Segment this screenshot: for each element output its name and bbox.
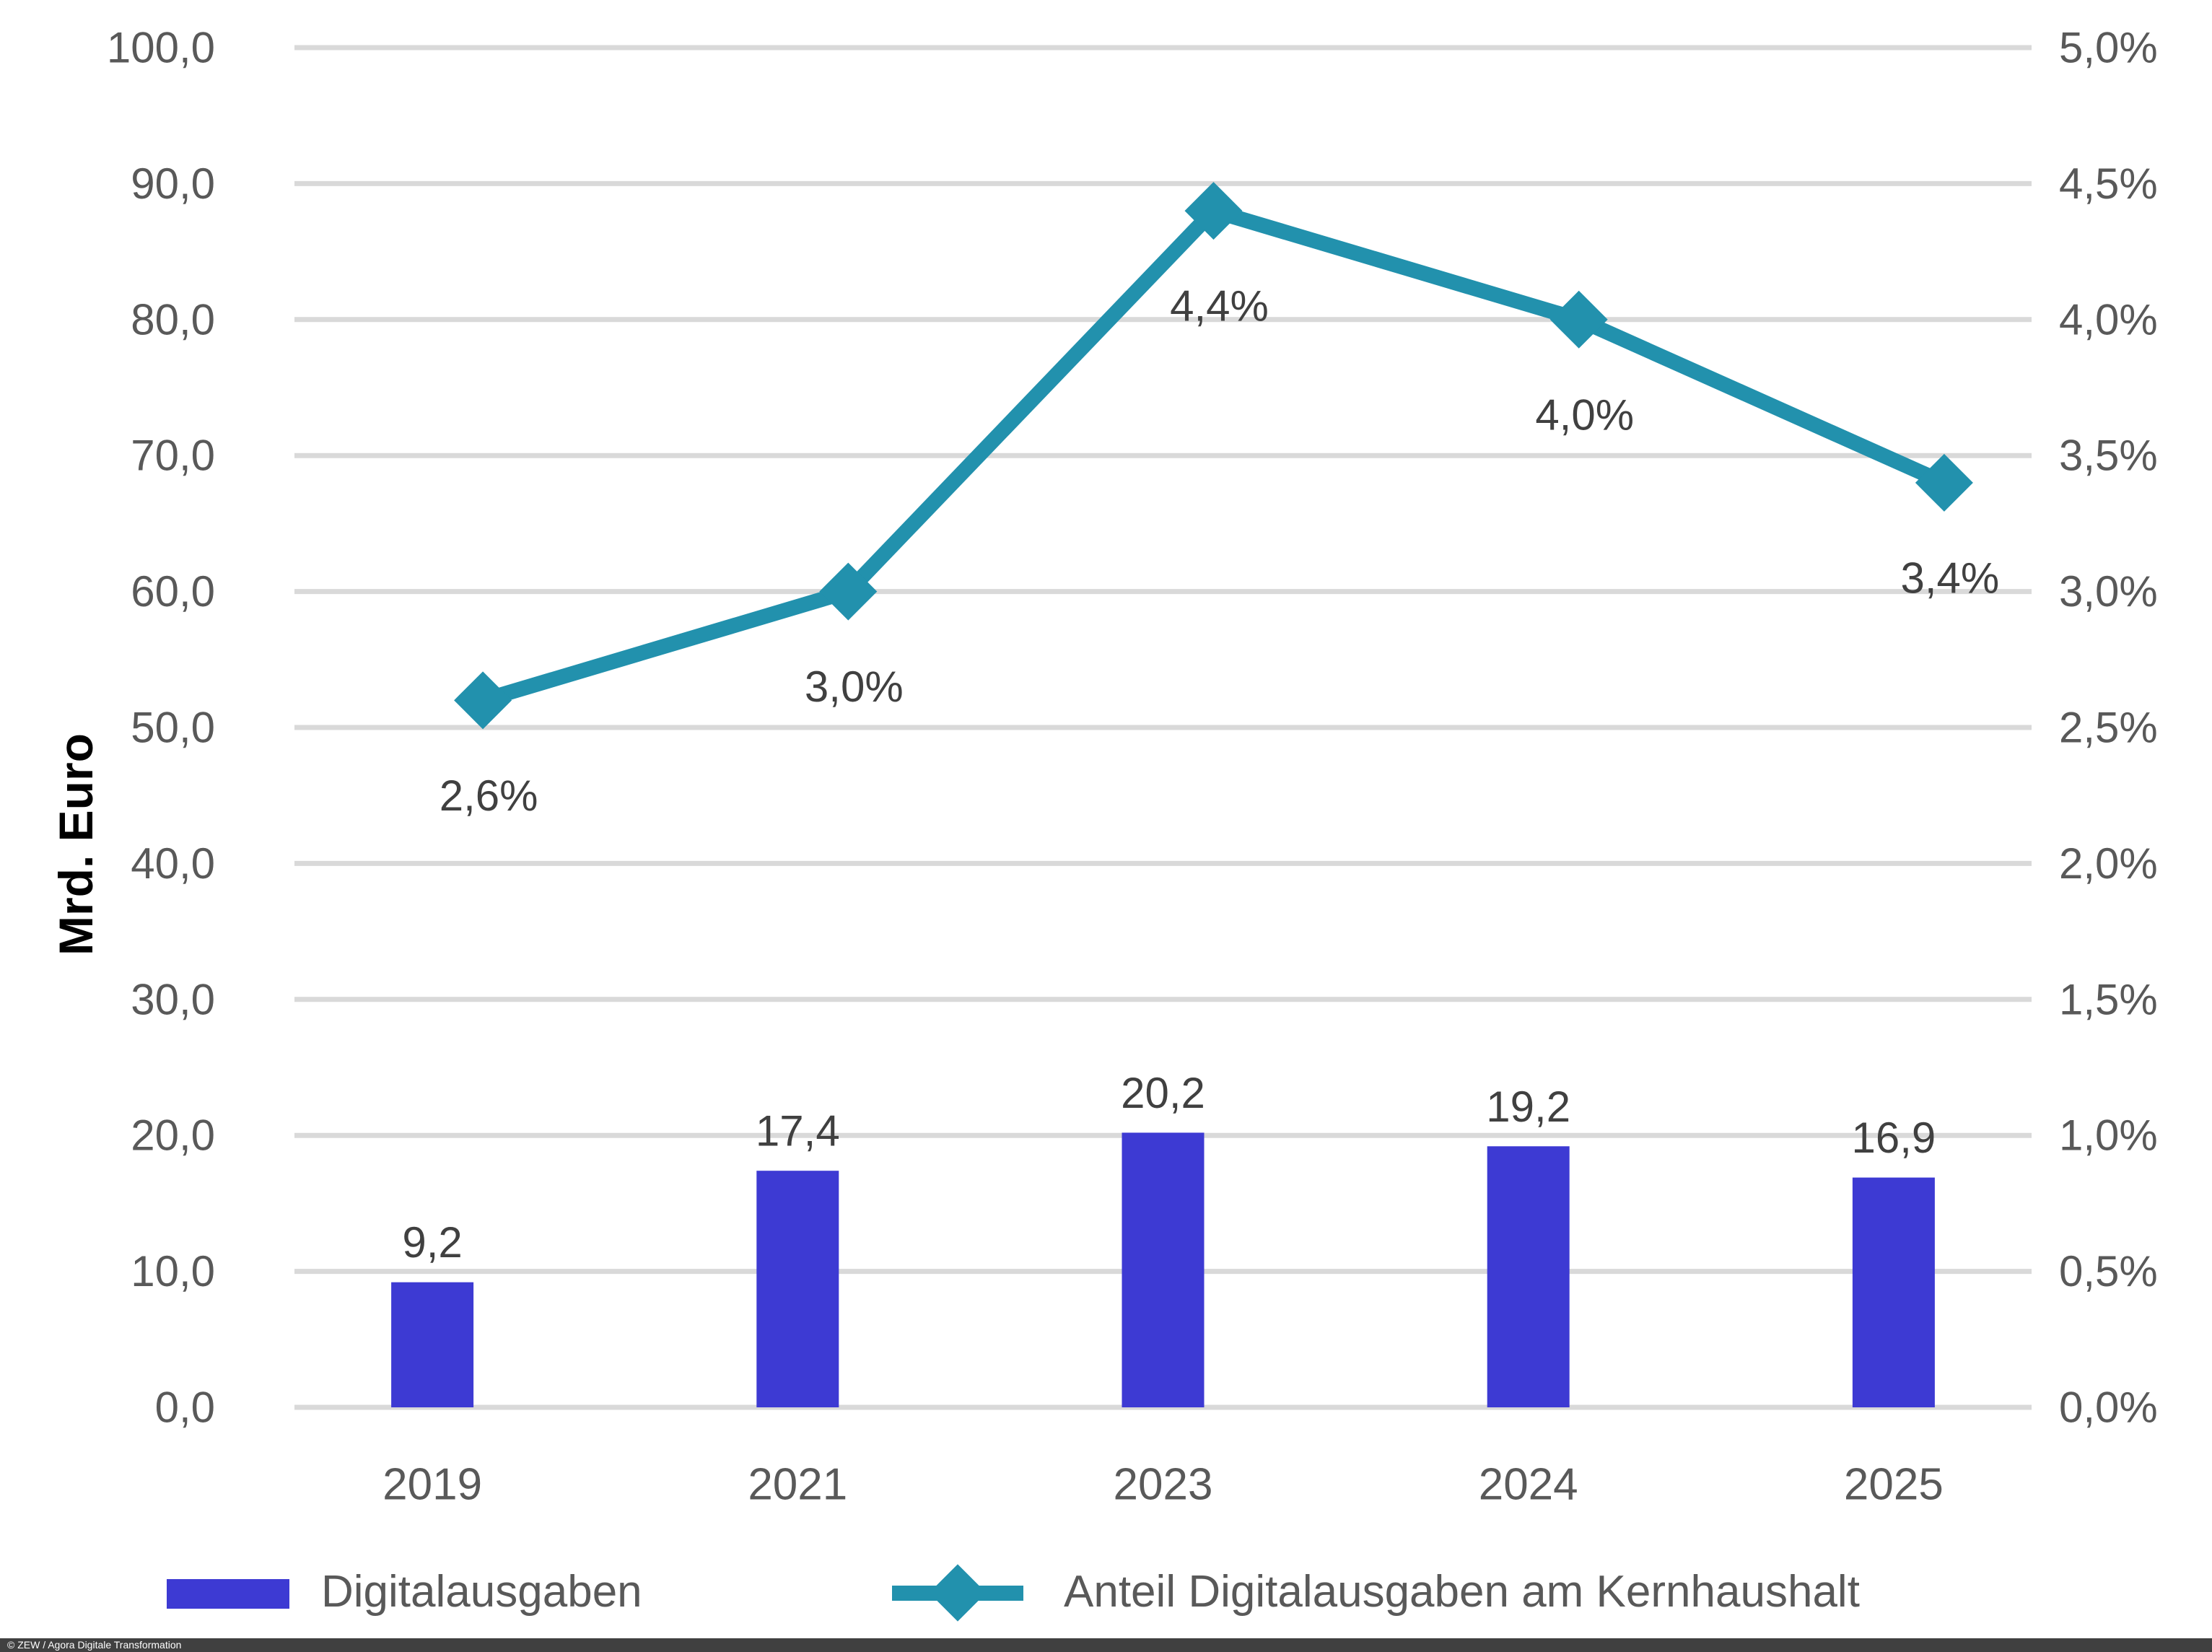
bar-2024 xyxy=(1487,1146,1570,1407)
left-axis-tick: 0,0 xyxy=(155,1384,215,1432)
right-axis-tick: 2,5% xyxy=(2059,704,2158,752)
line-value-label: 2,6% xyxy=(440,772,538,820)
diamond-marker-2023 xyxy=(1184,182,1243,240)
bar-value-label: 17,4 xyxy=(756,1107,840,1155)
right-axis-tick: 0,5% xyxy=(2059,1247,2158,1295)
left-axis-tick: 50,0 xyxy=(131,704,215,752)
bar-2021 xyxy=(756,1171,839,1407)
right-axis-tick: 0,0% xyxy=(2059,1384,2158,1432)
left-axis-tick: 40,0 xyxy=(131,839,215,888)
bar-2023 xyxy=(1122,1132,1205,1407)
diamond-marker-2019 xyxy=(454,671,512,730)
left-axis-tick: 10,0 xyxy=(131,1247,215,1295)
line-value-label: 3,4% xyxy=(1901,554,2000,602)
right-axis-tick: 1,5% xyxy=(2059,975,2158,1023)
right-axis-tick: 3,5% xyxy=(2059,432,2158,480)
credit-text: © ZEW / Agora Digitale Transformation xyxy=(7,1639,182,1651)
line-value-label: 4,4% xyxy=(1170,282,1269,331)
bar-value-label: 16,9 xyxy=(1852,1114,1936,1162)
bar-value-label: 20,2 xyxy=(1121,1069,1205,1117)
bar-value-label: 19,2 xyxy=(1486,1083,1570,1131)
right-axis-tick: 4,5% xyxy=(2059,159,2158,208)
left-axis-tick: 100,0 xyxy=(107,24,215,72)
x-axis-label-2025: 2025 xyxy=(1844,1460,1944,1510)
right-axis-tick: 5,0% xyxy=(2059,24,2158,72)
bar-2019 xyxy=(391,1282,474,1407)
line-value-label: 3,0% xyxy=(805,663,904,711)
left-axis-tick: 90,0 xyxy=(131,159,215,208)
x-axis-label-2021: 2021 xyxy=(748,1460,847,1510)
x-axis-label-2023: 2023 xyxy=(1114,1460,1213,1510)
bar-2025 xyxy=(1852,1177,1935,1407)
left-axis-tick: 70,0 xyxy=(131,432,215,480)
left-axis-tick: 80,0 xyxy=(131,295,215,344)
right-axis-tick: 1,0% xyxy=(2059,1111,2158,1160)
credit-strip: © ZEW / Agora Digitale Transformation xyxy=(0,1638,2212,1652)
line-value-label: 4,0% xyxy=(1535,390,1634,439)
right-axis-tick: 4,0% xyxy=(2059,295,2158,344)
left-axis-tick: 20,0 xyxy=(131,1111,215,1160)
diamond-marker-2025 xyxy=(1915,453,1973,512)
diamond-marker-2021 xyxy=(819,562,878,621)
x-axis-label-2019: 2019 xyxy=(382,1460,482,1510)
left-axis-tick: 60,0 xyxy=(131,567,215,616)
left-axis-tick: 30,0 xyxy=(131,975,215,1023)
bar-value-label: 9,2 xyxy=(402,1218,462,1267)
diamond-marker-2024 xyxy=(1549,290,1608,349)
right-axis-tick: 2,0% xyxy=(2059,839,2158,888)
x-axis-label-2024: 2024 xyxy=(1479,1460,1578,1510)
right-axis-tick: 3,0% xyxy=(2059,567,2158,616)
left-axis-title: Mrd. Euro xyxy=(49,733,102,956)
